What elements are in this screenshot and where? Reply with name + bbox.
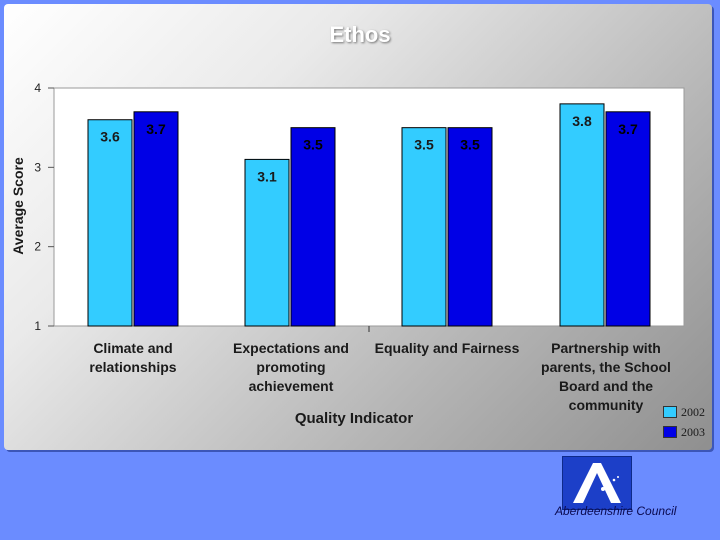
category-label-expectations: Expectations and promoting achievement [233,340,349,394]
bar-2002-2 [244,158,290,327]
bar-2003-4 [605,111,651,327]
data-label-2002-4: 3.8 [572,113,592,129]
legend-item-2002: 2002 [663,402,705,422]
data-label-2002-3: 3.5 [414,137,434,153]
legend: 2002 2003 [663,402,705,442]
bar-2003-1 [133,111,179,327]
legend-swatch-2002 [663,406,677,418]
y-tick-label: 3 [34,160,41,174]
data-label-2003-4: 3.7 [618,121,638,137]
bar-2002-3 [401,127,447,327]
data-label-2002-2: 3.1 [257,168,277,184]
data-label-2003-1: 3.7 [146,121,166,137]
y-tick-label: 4 [34,81,41,95]
legend-label-2002: 2002 [681,404,705,419]
data-label-2003-2: 3.5 [303,137,323,153]
x-axis-label: Quality Indicator [294,410,414,427]
legend-item-2003: 2003 [663,422,705,442]
legend-label-2003: 2003 [681,424,705,439]
data-label-2003-3: 3.5 [460,137,480,153]
legend-swatch-2003 [663,426,677,438]
data-label-2002-1: 3.6 [100,129,120,145]
y-tick-label: 2 [34,240,41,254]
category-label-equality: Equality and Fairness [374,340,520,356]
bar-2002-4 [559,103,605,327]
y-axis-label: Average Score [10,157,26,255]
org-name: Aberdeenshire Council [555,504,677,518]
bar-2002-1 [87,119,133,327]
y-tick-label: 1 [34,319,41,333]
category-label-climate: Climate and relationships [89,340,177,375]
bar-2003-2 [290,127,336,327]
bar-2003-3 [447,127,493,327]
category-label-partnership: Partnership with parents, the School Boa… [541,340,671,413]
chart-title: Ethos [329,22,391,47]
aberdeenshire-logo-icon [562,456,632,510]
